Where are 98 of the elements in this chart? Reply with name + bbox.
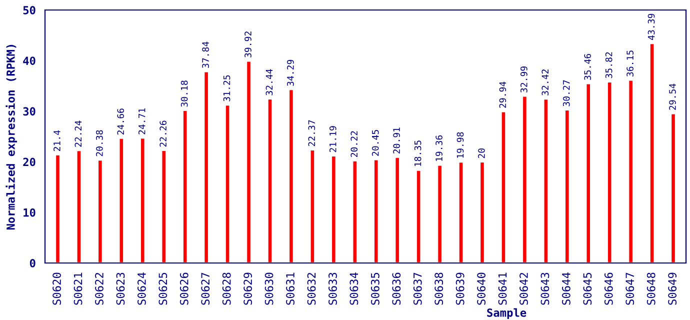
x-tick-label: S0641 (498, 272, 507, 305)
x-tick-label: S0647 (626, 272, 634, 305)
bar (649, 42, 656, 263)
x-tick-label: S0639 (456, 272, 464, 305)
x-tick-label: S0644 (562, 272, 570, 305)
y-tick-label: 20 (23, 158, 36, 166)
data-label: 19.36 (436, 135, 442, 161)
data-label: 35.82 (605, 52, 612, 78)
bar (352, 160, 358, 263)
x-tick-label: S0634 (350, 272, 358, 305)
data-label: 35.46 (584, 54, 592, 80)
data-label: 32.42 (542, 70, 549, 96)
x-tick-label: S0627 (201, 272, 210, 305)
data-label: 20.91 (393, 128, 400, 154)
x-tick-label: S0632 (307, 272, 316, 305)
bar (160, 150, 167, 263)
bar (309, 149, 316, 263)
bar (542, 98, 549, 263)
data-label: 34.29 (287, 60, 294, 86)
bar (522, 95, 528, 263)
data-label: 32.99 (520, 66, 528, 92)
x-tick-label: S0636 (392, 272, 401, 305)
y-tick-label: 0 (30, 258, 36, 268)
x-tick-label: S0649 (668, 272, 677, 305)
data-label: 30.27 (562, 80, 570, 106)
data-label: 30.18 (180, 80, 188, 107)
bar (585, 82, 592, 263)
data-label: 19.98 (456, 132, 464, 158)
data-label: 24.66 (117, 108, 124, 135)
bar (118, 138, 124, 263)
bar (266, 98, 274, 263)
x-tick-label: S0630 (264, 272, 274, 305)
data-label: 20 (478, 148, 485, 158)
data-label: 18.35 (414, 140, 422, 166)
x-tick-label: S0623 (116, 272, 125, 305)
bar (458, 161, 464, 263)
x-tick-label: S0625 (158, 272, 168, 305)
bar (182, 110, 188, 263)
data-label: 39.92 (244, 32, 252, 58)
bar (203, 70, 210, 263)
bar (628, 79, 634, 263)
bar (479, 161, 486, 263)
y-axis-title: Normalized expression (RPKM) (6, 44, 18, 230)
x-tick-label: S0628 (222, 272, 231, 305)
data-label: 21.4 (54, 130, 60, 152)
data-label: 21.19 (329, 126, 336, 152)
data-label: 22.26 (160, 120, 167, 147)
x-tick-label: S0633 (328, 272, 337, 305)
data-label: 43.39 (648, 14, 655, 40)
bar (670, 112, 676, 263)
data-label: 29.54 (669, 84, 676, 110)
data-label: 31.25 (223, 75, 230, 102)
bar (416, 169, 422, 263)
bar (373, 158, 380, 263)
x-tick-label: S0631 (286, 272, 294, 305)
x-axis-title: Sample (487, 308, 526, 320)
bar (246, 60, 252, 263)
x-tick-label: S0624 (137, 272, 146, 305)
data-label: 22.24 (74, 120, 82, 147)
bar (288, 88, 294, 263)
bar (500, 110, 506, 263)
bar (224, 104, 231, 263)
x-tick-label: S0637 (413, 272, 422, 305)
data-label: 36.15 (626, 50, 634, 76)
bar (140, 137, 146, 263)
y-tick-label: 30 (23, 107, 36, 116)
bar (436, 164, 443, 263)
bar (76, 150, 82, 263)
x-tick-label: S0635 (370, 272, 380, 305)
x-tick-label: S0638 (434, 272, 444, 305)
x-tick-label: S0626 (180, 272, 188, 305)
data-label: 22.37 (308, 120, 316, 146)
bar (97, 159, 104, 263)
x-tick-label: S0643 (540, 272, 550, 305)
x-tick-label: S0622 (95, 272, 104, 305)
bar (54, 154, 61, 263)
y-tick-label: 50 (23, 6, 36, 14)
x-tick-label: S0645 (583, 272, 592, 305)
bar (394, 156, 400, 263)
x-tick-label: S0621 (74, 272, 82, 305)
bar (606, 81, 613, 263)
x-tick-label: S0620 (52, 272, 61, 305)
bar (330, 155, 337, 263)
x-tick-label: S0629 (244, 272, 252, 305)
y-tick-label: 10 (24, 208, 36, 217)
data-label: 29.94 (499, 82, 506, 108)
data-label: 32.44 (266, 69, 273, 96)
bar (564, 109, 570, 263)
y-tick-label: 40 (23, 56, 36, 65)
x-tick-label: S0646 (604, 272, 613, 305)
data-label: 20.38 (96, 130, 103, 156)
x-tick-label: S0648 (646, 272, 656, 305)
x-tick-label: S0640 (477, 272, 486, 305)
data-label: 24.71 (138, 108, 146, 134)
data-label: 20.22 (350, 131, 358, 157)
data-label: 37.84 (202, 42, 209, 68)
x-tick-label: S0642 (520, 272, 528, 305)
data-label: 20.45 (372, 130, 379, 156)
